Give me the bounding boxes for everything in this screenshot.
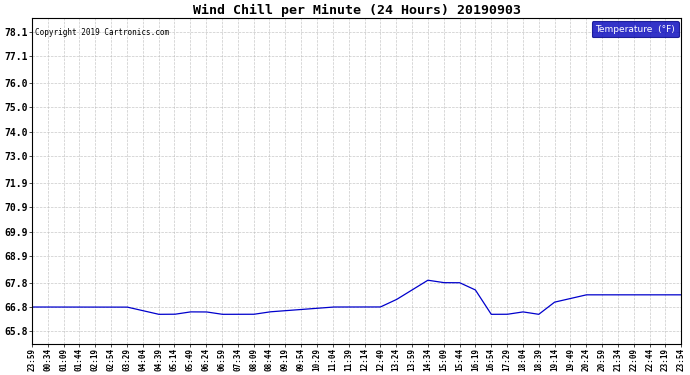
Legend: Temperature  (°F): Temperature (°F) xyxy=(591,21,679,38)
Text: Copyright 2019 Cartronics.com: Copyright 2019 Cartronics.com xyxy=(35,28,169,37)
Title: Wind Chill per Minute (24 Hours) 20190903: Wind Chill per Minute (24 Hours) 2019090… xyxy=(193,4,520,17)
